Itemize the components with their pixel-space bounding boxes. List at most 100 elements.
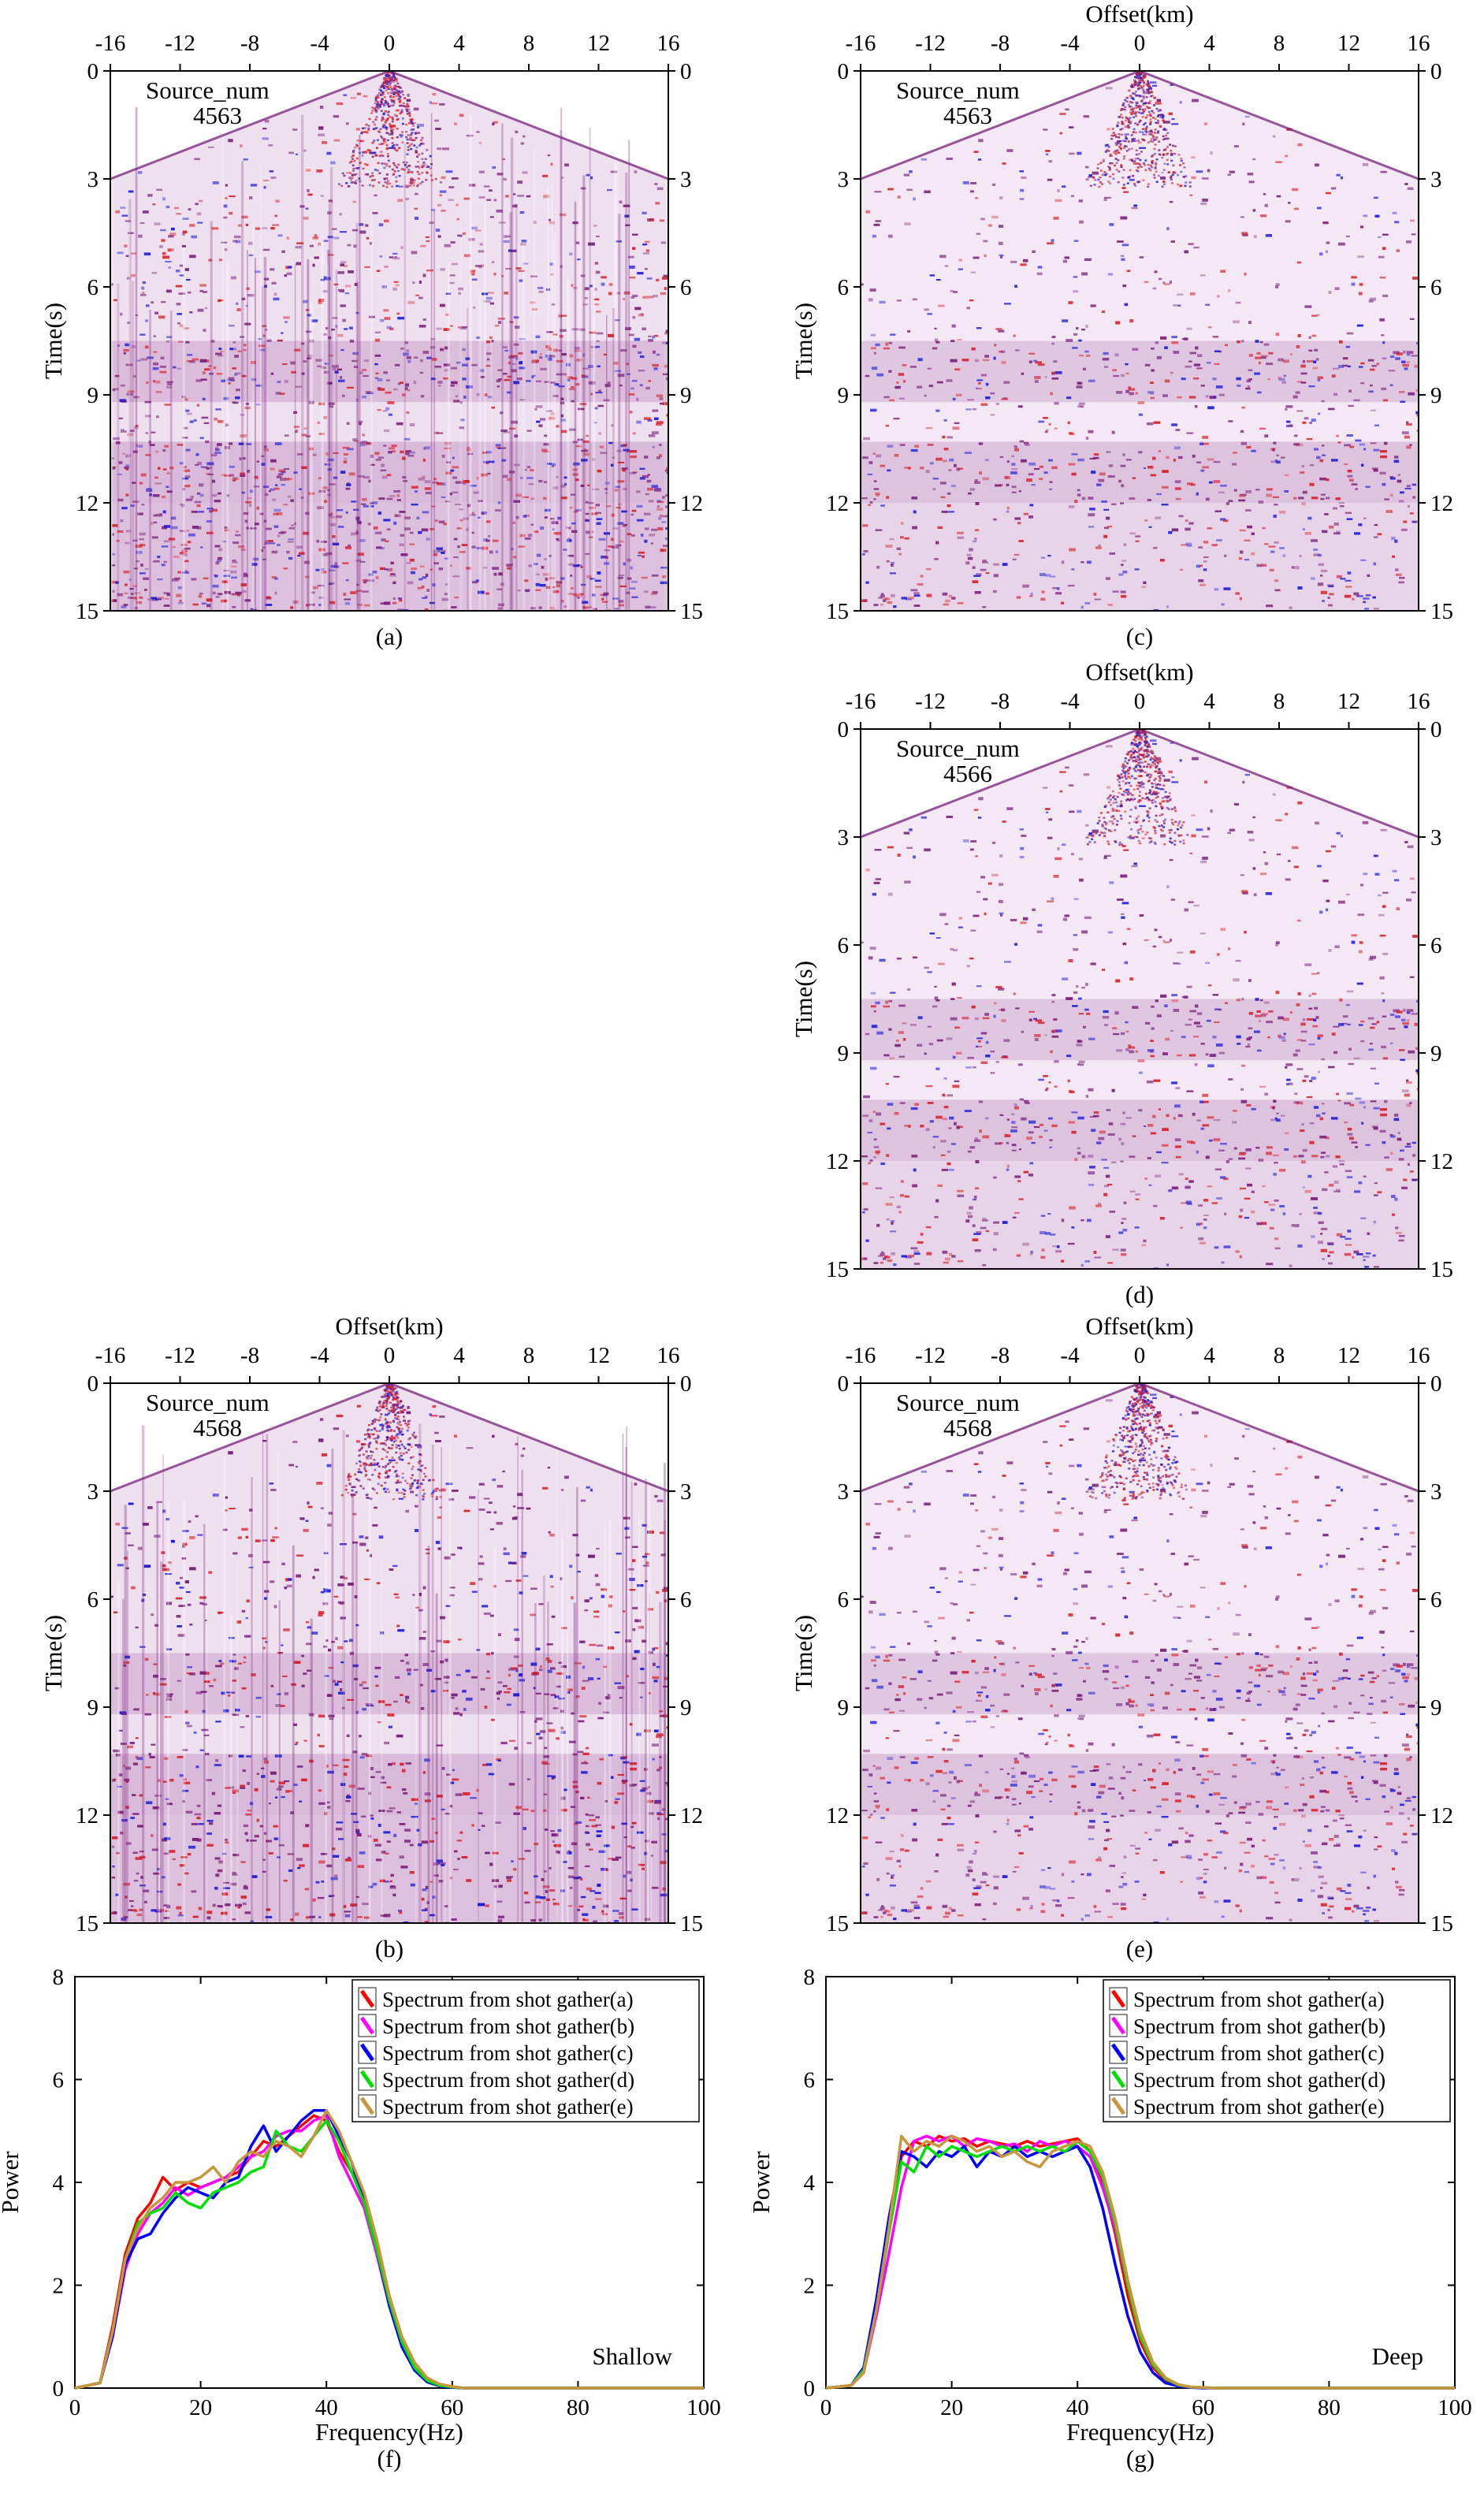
source-num-value: 4568 <box>943 1414 992 1442</box>
x-tick-label: 4 <box>1203 1343 1215 1368</box>
x-tick-label: -12 <box>165 1343 195 1368</box>
x-tick-label: 60 <box>1192 2395 1214 2420</box>
y-tick-label-left: 15 <box>76 599 99 624</box>
legend-entry: Spectrum from shot gather(e) <box>382 2095 634 2119</box>
x-axis-title: Offset(km) <box>1085 658 1193 686</box>
x-tick-label: -8 <box>991 31 1010 56</box>
x-tick-label: 40 <box>315 2395 338 2420</box>
y-tick-label-right: 12 <box>680 491 703 516</box>
x-tick-label: -16 <box>846 689 876 714</box>
x-tick-label: 16 <box>657 31 680 56</box>
x-tick-label: -4 <box>1060 31 1080 56</box>
x-tick-label: 0 <box>1134 1343 1146 1368</box>
y-tick-label-left: 12 <box>76 1803 99 1828</box>
x-tick-label: -8 <box>991 1343 1010 1368</box>
x-tick-label: 12 <box>587 1343 610 1368</box>
legend-entry: Spectrum from shot gather(a) <box>1133 1988 1385 2011</box>
source-num-label: Source_num <box>896 1389 1020 1416</box>
y-axis-title: Power <box>747 2151 775 2214</box>
y-tick-label-right: 15 <box>1430 599 1453 624</box>
y-tick-label-right: 9 <box>1430 1695 1442 1721</box>
y-tick-label-right: 12 <box>680 1803 703 1828</box>
source-num-label: Source_num <box>896 76 1020 104</box>
legend: Spectrum from shot gather(a) Spectrum fro… <box>1103 1979 1451 2122</box>
x-tick-label: -12 <box>165 31 195 56</box>
panel-caption: (f) <box>378 2445 402 2472</box>
x-tick-label: 8 <box>1274 31 1285 56</box>
x-tick-label: 16 <box>1408 1343 1430 1368</box>
y-tick-label: 0 <box>804 2376 816 2401</box>
x-axis-title: Frequency(Hz) <box>315 2418 463 2446</box>
x-tick-label: 0 <box>69 2395 81 2420</box>
legend-swatch <box>359 2016 375 2035</box>
x-tick-label: -12 <box>915 1343 946 1368</box>
source-num-value: 4563 <box>193 102 242 129</box>
x-tick-label: 20 <box>940 2395 963 2420</box>
x-tick-label: 0 <box>1134 689 1146 714</box>
legend-swatch <box>1110 2096 1126 2115</box>
band-annotation: Deep <box>1372 2342 1423 2370</box>
y-tick-label-right: 6 <box>1430 933 1442 958</box>
y-tick-label: 6 <box>804 2068 816 2093</box>
y-tick-label-right: 9 <box>680 383 692 408</box>
source-num-label: Source_num <box>146 1389 270 1416</box>
y-tick-label-right: 6 <box>1430 275 1442 300</box>
series-line-5 <box>74 2108 704 2390</box>
legend-box <box>351 1979 700 2122</box>
x-tick-label: 8 <box>1274 689 1285 714</box>
y-tick-label-right: 12 <box>1430 1149 1453 1174</box>
y-tick-label-left: 3 <box>87 167 99 192</box>
y-tick-label-left: 3 <box>87 1479 99 1505</box>
y-tick-label-right: 6 <box>1430 1587 1442 1613</box>
panel-caption: (g) <box>1126 2445 1155 2472</box>
x-tick-label: 4 <box>453 31 465 56</box>
y-tick-label-right: 9 <box>1430 383 1442 408</box>
legend: Spectrum from shot gather(a) Spectrum fro… <box>351 1979 700 2122</box>
x-tick-label: 8 <box>523 1343 535 1368</box>
y-tick-label-left: 12 <box>826 1803 849 1828</box>
x-tick-label: 8 <box>523 31 535 56</box>
x-tick-label: 4 <box>1203 689 1215 714</box>
y-tick-label-left: 0 <box>838 717 850 742</box>
y-tick-label-right: 9 <box>680 1695 692 1721</box>
y-tick-label-left: 12 <box>826 491 849 516</box>
y-tick-label-left: 3 <box>838 167 850 192</box>
y-tick-label-right: 0 <box>1430 59 1442 84</box>
legend-swatch <box>1110 2043 1126 2062</box>
legend-entry: Spectrum from shot gather(b) <box>1133 2015 1385 2038</box>
x-axis-title: Offset(km) <box>335 1312 443 1340</box>
y-tick-label-left: 6 <box>838 1587 850 1613</box>
x-tick-label: 100 <box>686 2395 721 2420</box>
x-tick-label: 16 <box>657 1343 680 1368</box>
series-line-4 <box>74 2119 704 2390</box>
series-line-5 <box>825 2134 1455 2390</box>
y-tick-label: 2 <box>53 2274 65 2299</box>
y-tick-label-left: 6 <box>87 275 99 300</box>
x-tick-label: -16 <box>846 1343 876 1368</box>
x-tick-label: -4 <box>310 31 329 56</box>
x-tick-label: 40 <box>1066 2395 1089 2420</box>
x-tick-label: 8 <box>1274 1343 1285 1368</box>
y-tick-label-right: 15 <box>680 1911 703 1936</box>
source-num-label: Source_num <box>896 735 1020 762</box>
y-tick-label-left: 6 <box>838 933 850 958</box>
x-tick-label: 0 <box>384 1343 396 1368</box>
y-tick-label-right: 0 <box>1430 1371 1442 1397</box>
y-tick-label-left: 9 <box>87 383 99 408</box>
x-tick-label: -16 <box>95 1343 126 1368</box>
y-tick-label-left: 6 <box>87 1587 99 1613</box>
y-tick-label-left: 12 <box>826 1149 849 1174</box>
gather-image <box>861 729 1419 1269</box>
y-tick-label-right: 0 <box>680 59 692 84</box>
y-tick-label-right: 15 <box>680 599 703 624</box>
x-tick-label: 60 <box>441 2395 463 2420</box>
y-tick-label-right: 3 <box>1430 825 1442 850</box>
x-tick-label: -8 <box>240 31 259 56</box>
y-tick-label-left: 3 <box>838 1479 850 1505</box>
x-tick-label: 16 <box>1408 31 1430 56</box>
x-axis-title: Offset(km) <box>1085 0 1193 28</box>
y-tick-label-left: 15 <box>76 1911 99 1936</box>
